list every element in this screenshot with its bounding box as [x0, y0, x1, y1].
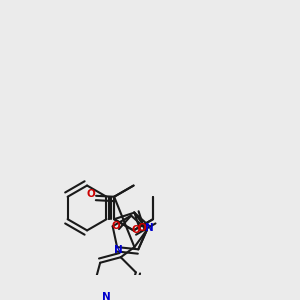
Text: O: O	[132, 225, 141, 236]
Text: O: O	[138, 224, 147, 233]
Text: O: O	[111, 221, 120, 231]
Text: N: N	[145, 224, 154, 233]
Text: N: N	[102, 292, 111, 300]
Text: O: O	[87, 189, 95, 200]
Text: N: N	[114, 245, 123, 255]
